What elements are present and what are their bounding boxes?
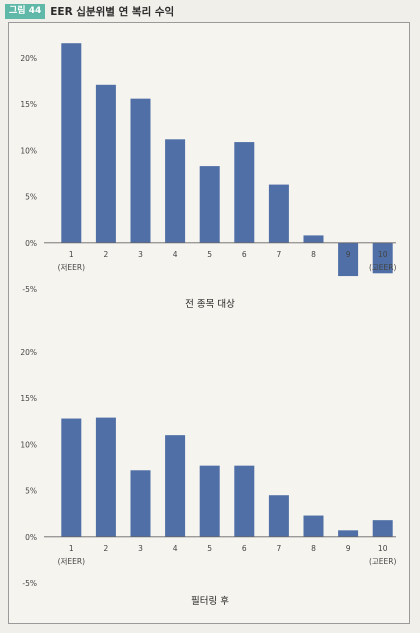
y-tick-label: 20% bbox=[20, 348, 37, 357]
bar bbox=[95, 417, 116, 537]
bar bbox=[165, 139, 186, 243]
x-tick-label: 9 bbox=[346, 544, 351, 553]
y-tick-label: 20% bbox=[20, 54, 37, 63]
bar bbox=[268, 184, 289, 243]
x-tick-label: 6 bbox=[242, 544, 247, 553]
bar bbox=[130, 98, 151, 243]
y-tick-label: 0% bbox=[25, 533, 37, 542]
y-tick-label: 10% bbox=[20, 440, 37, 449]
x-tick-label: 6 bbox=[242, 250, 247, 259]
bar bbox=[268, 495, 289, 537]
x-tick-sublabel: (저EER) bbox=[58, 263, 86, 272]
x-tick-label: 7 bbox=[277, 544, 282, 553]
bar bbox=[61, 418, 82, 537]
x-tick-label: 10 bbox=[378, 250, 388, 259]
figure-header: 그림 44 EER 십분위별 연 복리 수익 bbox=[5, 3, 174, 19]
x-tick-label: 1 bbox=[69, 250, 74, 259]
x-tick-label: 3 bbox=[138, 544, 143, 553]
y-tick-label: 15% bbox=[20, 100, 37, 109]
bar bbox=[199, 465, 220, 537]
figure-title: EER 십분위별 연 복리 수익 bbox=[50, 5, 175, 18]
x-tick-label: 2 bbox=[104, 250, 109, 259]
x-tick-label: 9 bbox=[346, 250, 351, 259]
chart-title: 필터링 후 bbox=[191, 595, 229, 607]
x-tick-label: 3 bbox=[138, 250, 143, 259]
bar bbox=[234, 465, 255, 537]
bar bbox=[338, 530, 359, 537]
x-tick-label: 7 bbox=[277, 250, 282, 259]
x-tick-label: 4 bbox=[173, 250, 178, 259]
x-tick-label: 5 bbox=[207, 544, 212, 553]
bar bbox=[234, 142, 255, 243]
y-tick-label: 5% bbox=[25, 487, 37, 496]
bar bbox=[199, 166, 220, 243]
x-tick-sublabel: (고EER) bbox=[369, 557, 397, 566]
x-tick-label: 1 bbox=[69, 544, 74, 553]
x-tick-sublabel: (저EER) bbox=[58, 557, 86, 566]
bar bbox=[165, 435, 186, 537]
bar bbox=[303, 235, 324, 243]
bar bbox=[372, 520, 393, 537]
bar bbox=[130, 470, 151, 537]
x-tick-label: 5 bbox=[207, 250, 212, 259]
y-tick-label: 15% bbox=[20, 394, 37, 403]
bar bbox=[61, 43, 82, 243]
y-tick-label: -5% bbox=[22, 579, 37, 588]
bar bbox=[303, 515, 324, 537]
x-tick-label: 8 bbox=[311, 250, 316, 259]
x-tick-label: 2 bbox=[104, 544, 109, 553]
x-tick-label: 10 bbox=[378, 544, 388, 553]
y-tick-label: 5% bbox=[25, 193, 37, 202]
chart-title: 전 종목 대상 bbox=[185, 299, 235, 310]
bar bbox=[372, 242, 393, 274]
bar bbox=[338, 242, 359, 277]
y-tick-label: 10% bbox=[20, 146, 37, 155]
figure-badge: 그림 44 bbox=[5, 3, 46, 19]
bar bbox=[95, 84, 116, 243]
x-tick-sublabel: (고EER) bbox=[369, 263, 397, 272]
x-tick-label: 4 bbox=[173, 544, 178, 553]
x-tick-label: 8 bbox=[311, 544, 316, 553]
y-tick-label: -5% bbox=[22, 285, 37, 294]
y-tick-label: 0% bbox=[25, 239, 37, 248]
